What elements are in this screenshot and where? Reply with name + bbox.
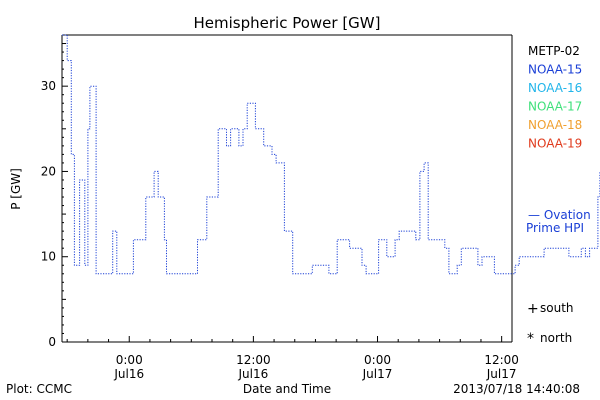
x-tick-date-label: Jul16	[238, 367, 269, 381]
marker-north-symbol: *	[527, 331, 534, 347]
chart-title: Hemispheric Power [GW]	[194, 14, 381, 32]
y-axis-ticks: 0 10 20 30	[41, 43, 68, 349]
footer-left: Plot: CCMC	[6, 382, 72, 396]
y-tick-label: 30	[41, 79, 56, 93]
x-tick-date-label: Jul16	[113, 367, 144, 381]
marker-south-symbol: +	[527, 301, 539, 317]
legend-item-noaa-15: NOAA-15	[528, 63, 582, 77]
footer-right: 2013/07/18 14:40:08	[453, 382, 580, 396]
y-tick-label: 10	[41, 250, 56, 264]
legend-item-noaa-16: NOAA-16	[528, 81, 582, 95]
y-axis-label: P [GW]	[9, 168, 23, 210]
x-tick-time-label: 12:00	[484, 353, 519, 367]
y-tick-label: 0	[48, 335, 56, 349]
x-tick-time-label: 12:00	[236, 353, 271, 367]
y-tick-label: 20	[41, 164, 56, 178]
legend: METP-02 NOAA-15 NOAA-16 NOAA-17 NOAA-18 NOAA-…	[528, 44, 582, 151]
x-tick-date-label: Jul17	[486, 367, 517, 381]
ovation-line	[62, 34, 600, 275]
marker-south-label: south	[540, 301, 574, 315]
x-axis-label: Date and Time	[243, 382, 331, 396]
legend-item-noaa-18: NOAA-18	[528, 118, 582, 132]
x-tick-time-label: 0:00	[116, 353, 143, 367]
legend-item-noaa-17: NOAA-17	[528, 100, 582, 114]
x-tick-time-label: 0:00	[364, 353, 391, 367]
ovation-label-1: — Ovation	[528, 208, 591, 222]
marker-north-label: north	[540, 331, 572, 345]
ovation-series	[62, 34, 600, 275]
legend-item-metp-02: METP-02	[528, 44, 580, 58]
ovation-label-2: Prime HPI	[526, 221, 584, 235]
plot-frame	[61, 34, 513, 343]
legend-item-noaa-19: NOAA-19	[528, 137, 582, 151]
x-tick-date-label: Jul17	[362, 367, 393, 381]
